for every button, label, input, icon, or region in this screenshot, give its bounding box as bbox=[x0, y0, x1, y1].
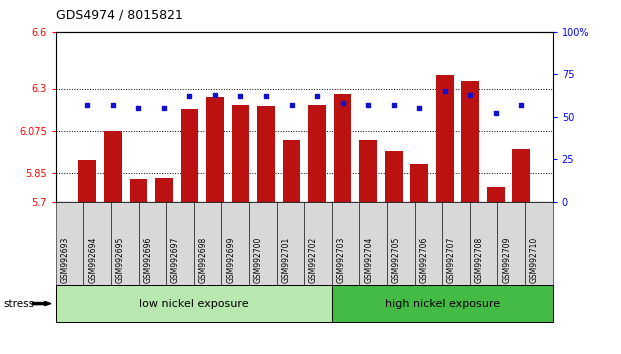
Bar bbox=[78, 160, 96, 202]
Text: GSM992700: GSM992700 bbox=[254, 237, 263, 283]
Point bbox=[363, 102, 373, 108]
Point bbox=[516, 102, 526, 108]
Point bbox=[440, 88, 450, 94]
Text: GSM992693: GSM992693 bbox=[61, 237, 70, 283]
Text: GSM992707: GSM992707 bbox=[447, 237, 456, 283]
Text: GSM992697: GSM992697 bbox=[171, 237, 180, 283]
Bar bbox=[487, 187, 505, 202]
Point bbox=[134, 105, 143, 111]
Text: GSM992694: GSM992694 bbox=[88, 237, 97, 283]
Point bbox=[235, 93, 245, 99]
Bar bbox=[436, 75, 453, 202]
Text: high nickel exposure: high nickel exposure bbox=[385, 298, 500, 309]
Text: GSM992698: GSM992698 bbox=[199, 237, 207, 283]
Text: GSM992709: GSM992709 bbox=[502, 237, 511, 283]
Point bbox=[414, 105, 424, 111]
Bar bbox=[384, 151, 402, 202]
Point bbox=[389, 102, 399, 108]
Text: GSM992703: GSM992703 bbox=[337, 237, 346, 283]
Text: GSM992696: GSM992696 bbox=[143, 237, 153, 283]
Bar bbox=[155, 178, 173, 202]
Text: GSM992704: GSM992704 bbox=[365, 237, 373, 283]
Bar bbox=[333, 94, 351, 202]
Text: GSM992702: GSM992702 bbox=[309, 237, 318, 283]
Point bbox=[83, 102, 93, 108]
Bar bbox=[359, 141, 377, 202]
Point bbox=[261, 93, 271, 99]
Bar bbox=[461, 81, 479, 202]
Text: low nickel exposure: low nickel exposure bbox=[139, 298, 248, 309]
Text: GSM992708: GSM992708 bbox=[474, 237, 484, 283]
Bar bbox=[232, 104, 250, 202]
Point bbox=[159, 105, 169, 111]
Text: GSM992710: GSM992710 bbox=[530, 237, 539, 283]
Bar bbox=[130, 179, 147, 202]
Text: GSM992699: GSM992699 bbox=[226, 237, 235, 283]
Text: GDS4974 / 8015821: GDS4974 / 8015821 bbox=[56, 9, 183, 22]
Point bbox=[338, 101, 348, 106]
Point bbox=[491, 110, 501, 116]
Text: GSM992705: GSM992705 bbox=[392, 237, 401, 283]
Text: GSM992695: GSM992695 bbox=[116, 237, 125, 283]
Bar bbox=[206, 97, 224, 202]
Point bbox=[210, 92, 220, 98]
Bar bbox=[104, 131, 122, 202]
Point bbox=[312, 93, 322, 99]
Point bbox=[465, 92, 475, 98]
Bar bbox=[410, 164, 428, 202]
Bar bbox=[257, 107, 275, 202]
Bar bbox=[512, 149, 530, 202]
Text: stress: stress bbox=[3, 298, 34, 309]
Point bbox=[184, 93, 194, 99]
Bar bbox=[308, 105, 326, 202]
Point bbox=[108, 102, 118, 108]
Bar bbox=[283, 141, 301, 202]
Text: GSM992706: GSM992706 bbox=[420, 237, 428, 283]
Point bbox=[286, 102, 296, 108]
Text: GSM992701: GSM992701 bbox=[281, 237, 291, 283]
Bar bbox=[181, 109, 198, 202]
